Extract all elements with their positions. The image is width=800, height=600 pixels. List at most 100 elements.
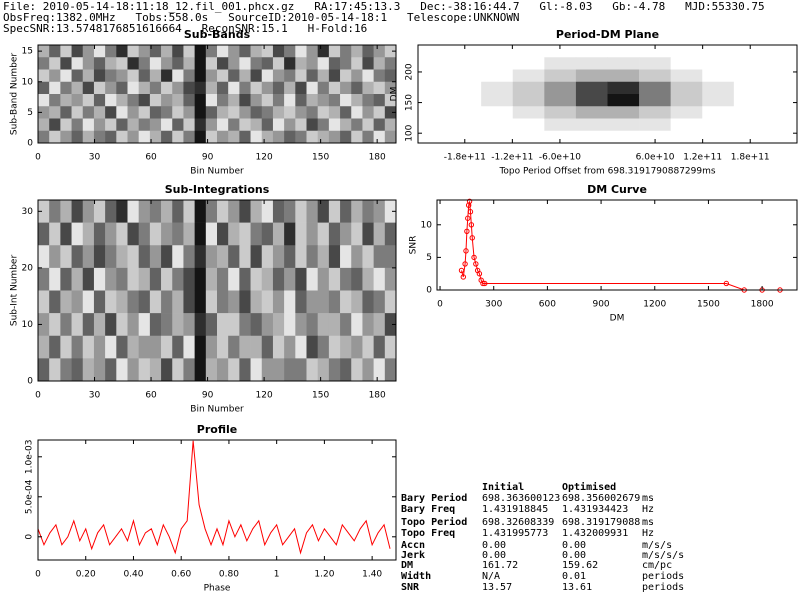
heatmap-cell (317, 222, 330, 246)
x-tick-label: 900 (592, 300, 609, 310)
heatmap-cell (733, 118, 766, 132)
heatmap-cell (205, 358, 218, 382)
heatmap-cell (49, 130, 61, 144)
chart-title: Profile (197, 423, 237, 436)
heatmap-cell (228, 200, 240, 223)
heatmap-cell (194, 94, 207, 107)
heatmap-cell (295, 335, 307, 359)
heatmap-cell (418, 118, 450, 132)
heatmap-cell (71, 118, 84, 132)
heatmap-cell (82, 69, 95, 83)
heatmap-cell (60, 69, 72, 83)
heatmap-cell (217, 245, 229, 269)
heatmap-cell (733, 94, 766, 107)
heatmap-cell (60, 118, 72, 132)
heatmap-cell (82, 81, 95, 95)
heatmap-cell (250, 81, 263, 95)
heatmap-cell (384, 94, 397, 107)
heatmap-cell (362, 245, 374, 269)
heatmap-cell (105, 200, 117, 223)
heatmap-cell (105, 118, 117, 132)
heatmap-cell (82, 358, 95, 382)
heatmap-cell (38, 57, 50, 70)
heatmap-cell (82, 45, 95, 58)
heatmap-cell (183, 245, 195, 269)
x-axis-label: Phase (204, 584, 231, 594)
heatmap-cell (362, 106, 374, 119)
heatmap-cell (239, 245, 251, 269)
heatmap-cell (328, 290, 341, 314)
heatmap-cell (512, 69, 545, 83)
data-point (723, 280, 730, 287)
heatmap-cell (272, 130, 285, 144)
heatmap-cell (217, 290, 229, 314)
heatmap-cell (239, 290, 251, 314)
heatmap-cell (205, 45, 218, 58)
heatmap-cell (306, 130, 318, 144)
heatmap-cell (702, 57, 735, 70)
table-row-label: SNR (401, 582, 420, 593)
heatmap-cell (765, 69, 798, 83)
x-tick-label: 180 (369, 153, 386, 163)
heatmap-cell (38, 81, 50, 95)
chart-title: Period-DM Plane (556, 28, 659, 41)
heatmap-cell (328, 45, 341, 58)
heatmap-cell (49, 358, 61, 382)
heatmap-cell (272, 94, 285, 107)
heatmap-cell (116, 118, 128, 132)
heatmap-cell (418, 130, 450, 144)
y-tick-label: 5 (426, 253, 432, 263)
heatmap-cell (71, 222, 84, 246)
heatmap-cell (228, 118, 240, 132)
heatmap-cell (306, 267, 318, 291)
x-tick-label: 150 (312, 391, 329, 401)
heatmap-cell (149, 313, 162, 337)
heatmap-cell (284, 245, 296, 269)
heatmap-cell (317, 358, 330, 382)
heatmap-cell (362, 313, 374, 337)
heatmap-cell (183, 290, 195, 314)
heatmap-cell (261, 245, 274, 269)
plot-frame (436, 199, 798, 291)
heatmap-cell (116, 57, 128, 70)
heatmap-cell (239, 45, 251, 58)
heatmap-cell (449, 69, 482, 83)
heatmap-cell (328, 200, 341, 223)
heatmap-cell (284, 106, 296, 119)
heatmap-cell (60, 57, 72, 70)
heatmap-cell (306, 245, 318, 269)
heatmap-cell (340, 45, 352, 58)
heatmap-cell (328, 118, 341, 132)
heatmap-cell (351, 335, 363, 359)
table-cell: 1.432009931 (562, 528, 628, 539)
heatmap-cell (362, 267, 374, 291)
heatmap-cell (575, 57, 608, 70)
heatmap-cell (607, 118, 640, 132)
heatmap-cell (217, 106, 229, 119)
heatmap-cell (261, 106, 274, 119)
heatmap-cell (228, 106, 240, 119)
table-cell: 0.00 (482, 550, 506, 561)
heatmap-cell (317, 69, 330, 83)
heatmap-cell (217, 45, 229, 58)
heatmap-cell (351, 358, 363, 382)
heatmap-cell (172, 245, 184, 269)
heatmap-cell (384, 313, 397, 337)
table-row-label: Bary Period (401, 492, 467, 504)
heatmap-cell (702, 94, 735, 107)
header-line: File: 2010-05-14-18:11:18_12.fil_001.phc… (3, 0, 765, 13)
heatmap-cell (149, 245, 162, 269)
heatmap-cell (161, 45, 173, 58)
heatmap-cell (183, 222, 195, 246)
heatmap-cell (449, 81, 482, 95)
heatmap-cell (295, 45, 307, 58)
heatmap-cell (544, 118, 577, 132)
heatmap-cell (351, 313, 363, 337)
data-point (463, 248, 469, 254)
heatmap-cell (284, 290, 296, 314)
heatmap-cell (49, 290, 61, 314)
heatmap-cell (607, 94, 640, 107)
heatmap-cell (250, 69, 263, 83)
heatmap-cell (295, 267, 307, 291)
